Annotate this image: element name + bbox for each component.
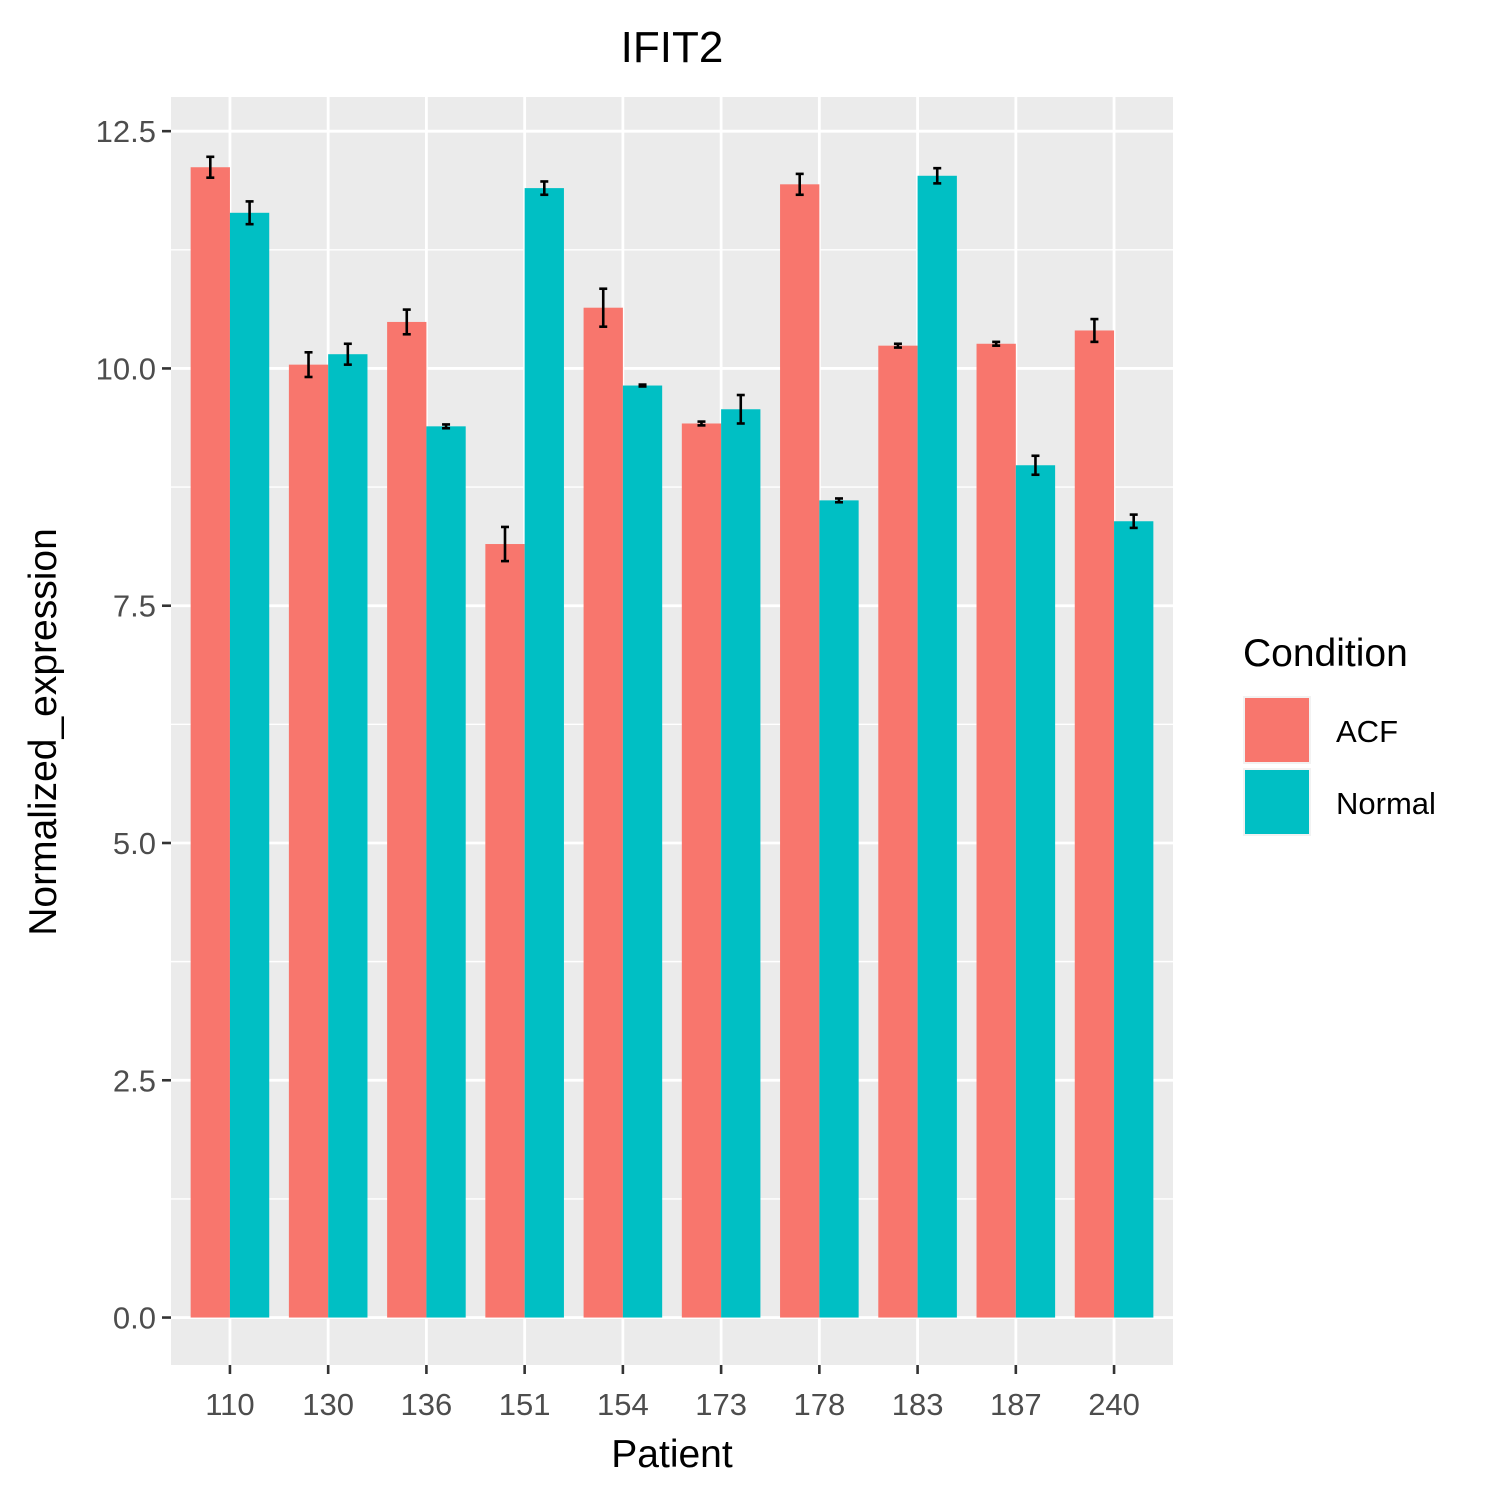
y-tick-label: 10.0: [96, 351, 156, 386]
x-tick-label: 173: [695, 1387, 747, 1422]
x-tick-label: 187: [990, 1387, 1042, 1422]
error-bar-normal-173: [736, 393, 745, 425]
legend-label-normal: Normal: [1336, 786, 1436, 821]
error-bars: [206, 155, 1138, 563]
y-tick-label: 12.5: [96, 114, 156, 149]
error-bar-acf-187: [992, 340, 1001, 347]
error-bar-acf-110: [206, 155, 215, 179]
error-bar-acf-173: [697, 420, 706, 427]
error-bar-normal-130: [343, 342, 352, 366]
bar-acf-136: [387, 321, 427, 1318]
y-axis: 0.0 2.5 5.0 7.5 10.0 12.5: [96, 114, 171, 1336]
error-bar-normal-154: [638, 383, 647, 388]
x-tick-label: 130: [302, 1387, 354, 1422]
error-bar-normal-187: [1031, 454, 1040, 477]
bar-normal-173: [721, 409, 761, 1318]
bar-normal-130: [328, 354, 368, 1318]
error-bar-normal-178: [835, 497, 843, 504]
error-bar-acf-240: [1090, 317, 1099, 344]
bar-acf-187: [976, 343, 1016, 1318]
error-bar-normal-183: [933, 166, 942, 185]
bar-acf-130: [288, 364, 329, 1318]
bar-normal-240: [1114, 521, 1154, 1318]
error-bar-normal-136: [442, 423, 451, 430]
chart-title: IFIT2: [621, 23, 724, 72]
legend-title: Condition: [1243, 632, 1408, 675]
bar-acf-240: [1074, 330, 1115, 1318]
x-axis-title: Patient: [611, 1433, 733, 1476]
x-axis: 110 130 136 151 154 173 178 183 187 240: [205, 1365, 1140, 1422]
error-bar-acf-151: [501, 525, 509, 563]
y-tick-label: 0.0: [113, 1301, 156, 1336]
legend-swatch-acf: [1245, 698, 1309, 762]
bar-acf-183: [878, 345, 918, 1318]
error-bar-acf-130: [304, 351, 313, 379]
bar-normal-136: [426, 426, 466, 1318]
x-tick-label: 183: [892, 1387, 944, 1422]
x-tick-label: 154: [597, 1387, 649, 1422]
bar-normal-151: [524, 188, 564, 1318]
error-bar-acf-183: [893, 342, 902, 349]
bar-normal-183: [917, 175, 957, 1318]
error-bar-normal-240: [1129, 513, 1138, 530]
bar-acf-110: [190, 167, 230, 1318]
error-bar-normal-151: [540, 180, 549, 197]
x-tick-label: 240: [1088, 1387, 1140, 1422]
bars: [190, 167, 1154, 1318]
legend-swatch-normal: [1245, 770, 1309, 834]
x-tick-label: 178: [793, 1387, 845, 1422]
bar-acf-154: [583, 307, 623, 1318]
x-tick-label: 136: [401, 1387, 453, 1422]
legend-label-acf: ACF: [1336, 714, 1398, 749]
bar-normal-110: [229, 212, 270, 1318]
y-axis-title: Normalized_expression: [22, 528, 65, 936]
bar-normal-187: [1015, 465, 1056, 1318]
x-tick-label: 110: [205, 1387, 254, 1422]
error-bar-acf-136: [402, 308, 411, 336]
error-bar-normal-110: [245, 200, 254, 226]
bar-normal-178: [819, 500, 859, 1318]
x-tick-label: 151: [499, 1387, 551, 1422]
y-tick-label: 5.0: [113, 826, 156, 861]
error-bar-acf-154: [599, 287, 608, 328]
bar-acf-173: [681, 423, 722, 1318]
bar-normal-154: [622, 385, 663, 1318]
bar-acf-178: [780, 184, 820, 1318]
bar-acf-151: [485, 544, 525, 1318]
y-tick-label: 7.5: [113, 589, 156, 624]
y-tick-label: 2.5: [113, 1063, 156, 1098]
legend: Condition ACF Normal: [1243, 632, 1436, 836]
error-bar-acf-178: [795, 172, 804, 197]
